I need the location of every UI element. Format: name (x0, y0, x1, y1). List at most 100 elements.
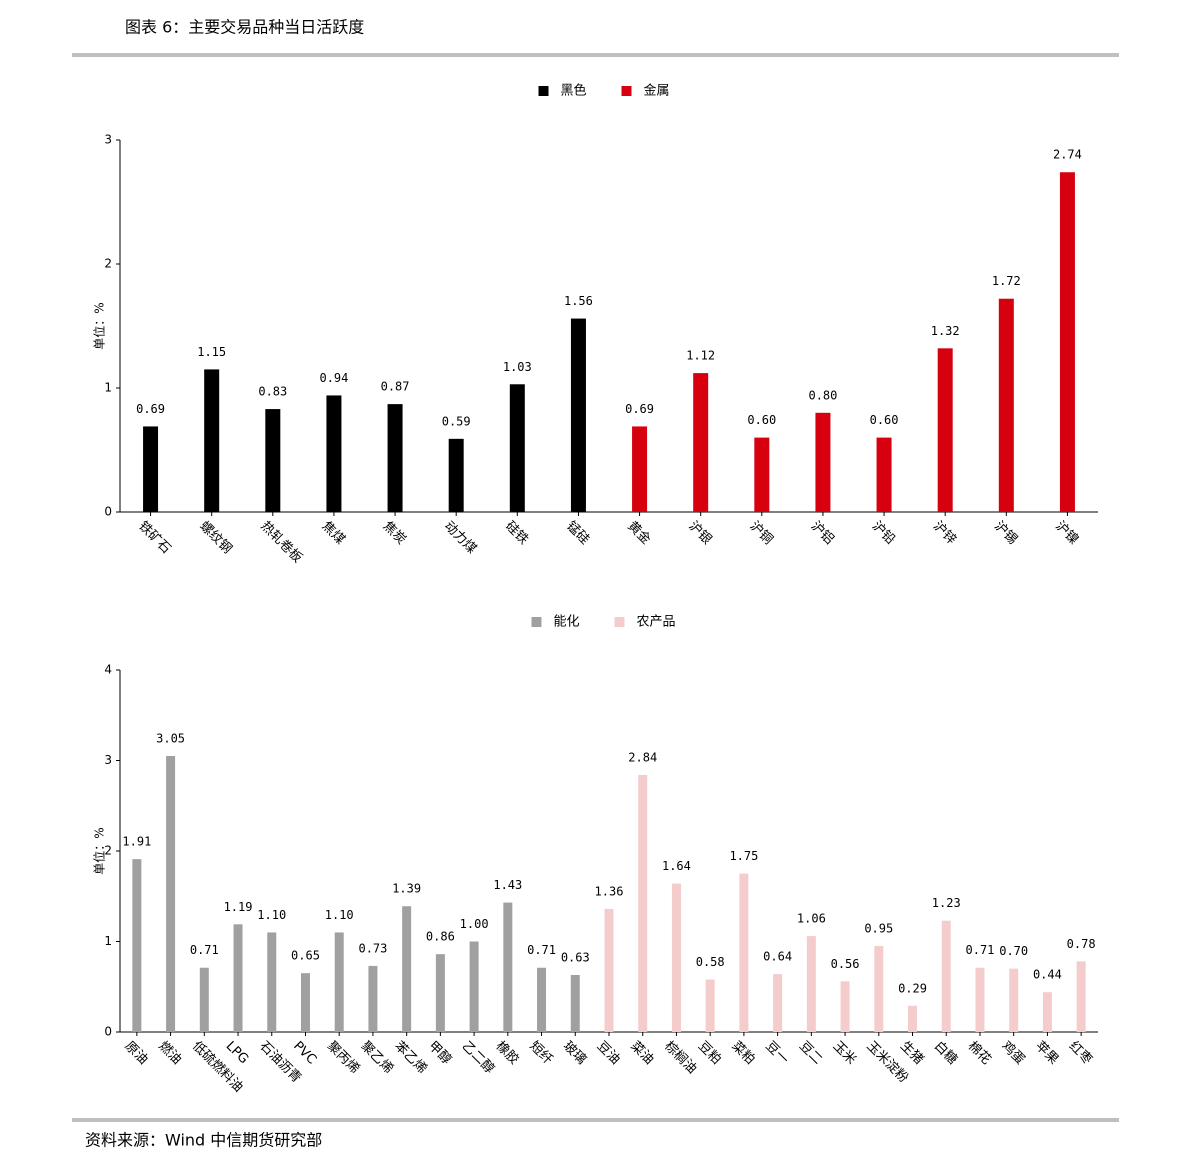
x-tick-label: 菜粕 (729, 1039, 758, 1068)
bar (1059, 172, 1075, 513)
bar (1009, 968, 1019, 1032)
y-tick-label: 1 (104, 934, 112, 948)
value-label: 1.32 (931, 324, 960, 338)
bar (387, 404, 403, 512)
x-tick-label: 菜油 (627, 1039, 656, 1068)
value-label: 2.74 (1053, 148, 1082, 162)
bar (300, 973, 310, 1032)
value-label: 0.65 (291, 949, 320, 963)
value-label: 0.95 (864, 922, 893, 936)
value-label: 1.36 (595, 884, 624, 898)
y-tick-label: 2 (104, 844, 112, 858)
x-tick-label: 甲醇 (425, 1038, 455, 1068)
x-tick-label: 螺纹钢 (196, 519, 234, 557)
x-tick-label: 短纤 (526, 1039, 555, 1068)
value-label: 1.19 (224, 900, 253, 914)
y-tick-label: 3 (104, 133, 112, 147)
x-tick-label: 鸡蛋 (998, 1038, 1028, 1068)
value-label: 1.72 (992, 274, 1021, 288)
bar (632, 426, 648, 512)
x-tick-label: 棉花 (965, 1038, 995, 1068)
value-label: 0.59 (442, 414, 471, 428)
x-tick-label: 沪银 (685, 518, 715, 548)
value-label: 1.91 (122, 835, 151, 849)
bar (937, 348, 953, 512)
value-label: 0.60 (870, 413, 899, 427)
bar (806, 936, 816, 1032)
x-tick-label: 动力煤 (441, 519, 479, 557)
x-tick-label: 豆二 (796, 1039, 825, 1068)
x-tick-label: 豆粕 (695, 1039, 724, 1068)
x-tick-label: 沪铜 (747, 518, 777, 548)
value-label: 0.44 (1033, 968, 1062, 982)
value-label: 0.63 (561, 950, 590, 964)
x-tick-label: 聚乙烯 (358, 1039, 396, 1077)
x-tick-label: 燃油 (155, 1038, 185, 1068)
y-tick-label: 0 (104, 1025, 112, 1039)
y-tick-label: 0 (104, 505, 112, 519)
x-tick-label: 白糖 (931, 1038, 961, 1068)
y-axis-label: 单位：% (92, 827, 107, 874)
value-label: 0.29 (898, 981, 927, 995)
bar (132, 859, 142, 1032)
bar (874, 946, 884, 1032)
bar (638, 774, 648, 1032)
x-tick-label: 热轧卷板 (258, 518, 306, 566)
bar (166, 755, 176, 1032)
x-tick-label: 橡胶 (493, 1038, 523, 1068)
value-label: 0.73 (358, 941, 387, 955)
bar (199, 967, 209, 1032)
header-rule (72, 53, 1119, 57)
bar (265, 409, 281, 512)
value-label: 1.15 (197, 345, 226, 359)
y-tick-label: 4 (104, 663, 112, 677)
value-label: 0.64 (763, 950, 792, 964)
x-tick-label: 棕榈油 (661, 1039, 699, 1077)
x-tick-label: 焦炭 (380, 519, 409, 548)
x-tick-label: 生猪 (897, 1039, 926, 1068)
bar (402, 906, 412, 1032)
x-tick-label: 硅铁 (502, 519, 531, 548)
x-tick-label: 苹果 (1032, 1039, 1061, 1068)
bar (975, 967, 985, 1032)
value-label: 1.43 (493, 878, 522, 892)
value-label: 1.75 (729, 849, 758, 863)
bar (908, 1005, 918, 1032)
bar (705, 979, 715, 1032)
x-tick-label: 原油 (122, 1039, 151, 1068)
y-tick-label: 1 (104, 381, 112, 395)
bar (435, 954, 445, 1032)
bar (204, 369, 220, 512)
bar (604, 908, 614, 1032)
x-tick-label: 沪铅 (869, 518, 899, 548)
value-label: 0.80 (808, 388, 837, 402)
x-tick-label: 玉米 (830, 1039, 859, 1068)
value-label: 0.86 (426, 930, 455, 944)
bar (671, 883, 681, 1032)
value-label: 1.56 (564, 294, 593, 308)
bar (941, 920, 951, 1032)
y-tick-label: 3 (104, 753, 112, 767)
y-axis-label: 单位：% (92, 302, 107, 349)
value-label: 1.06 (797, 912, 826, 926)
bar (368, 965, 378, 1032)
legend-label: 农产品 (637, 615, 676, 630)
bar (773, 974, 783, 1032)
source: 资料来源：Wind 中信期货研究部 (85, 1131, 322, 1150)
x-tick-label: 铁矿石 (135, 519, 173, 557)
legend-swatch (531, 617, 542, 627)
value-label: 2.84 (628, 750, 657, 764)
bar (326, 395, 342, 512)
bar (267, 932, 277, 1032)
x-tick-label: LPG (223, 1039, 251, 1067)
x-tick-label: 乙二醇 (459, 1038, 498, 1077)
bar (143, 426, 159, 512)
legend-label: 能化 (554, 615, 580, 630)
value-label: 1.12 (686, 349, 715, 363)
page-title: 图表 6：主要交易品种当日活跃度 (125, 18, 364, 37)
bar (469, 941, 479, 1032)
value-label: 1.64 (662, 859, 691, 873)
x-tick-label: 豆油 (594, 1039, 623, 1068)
bar (334, 932, 344, 1032)
